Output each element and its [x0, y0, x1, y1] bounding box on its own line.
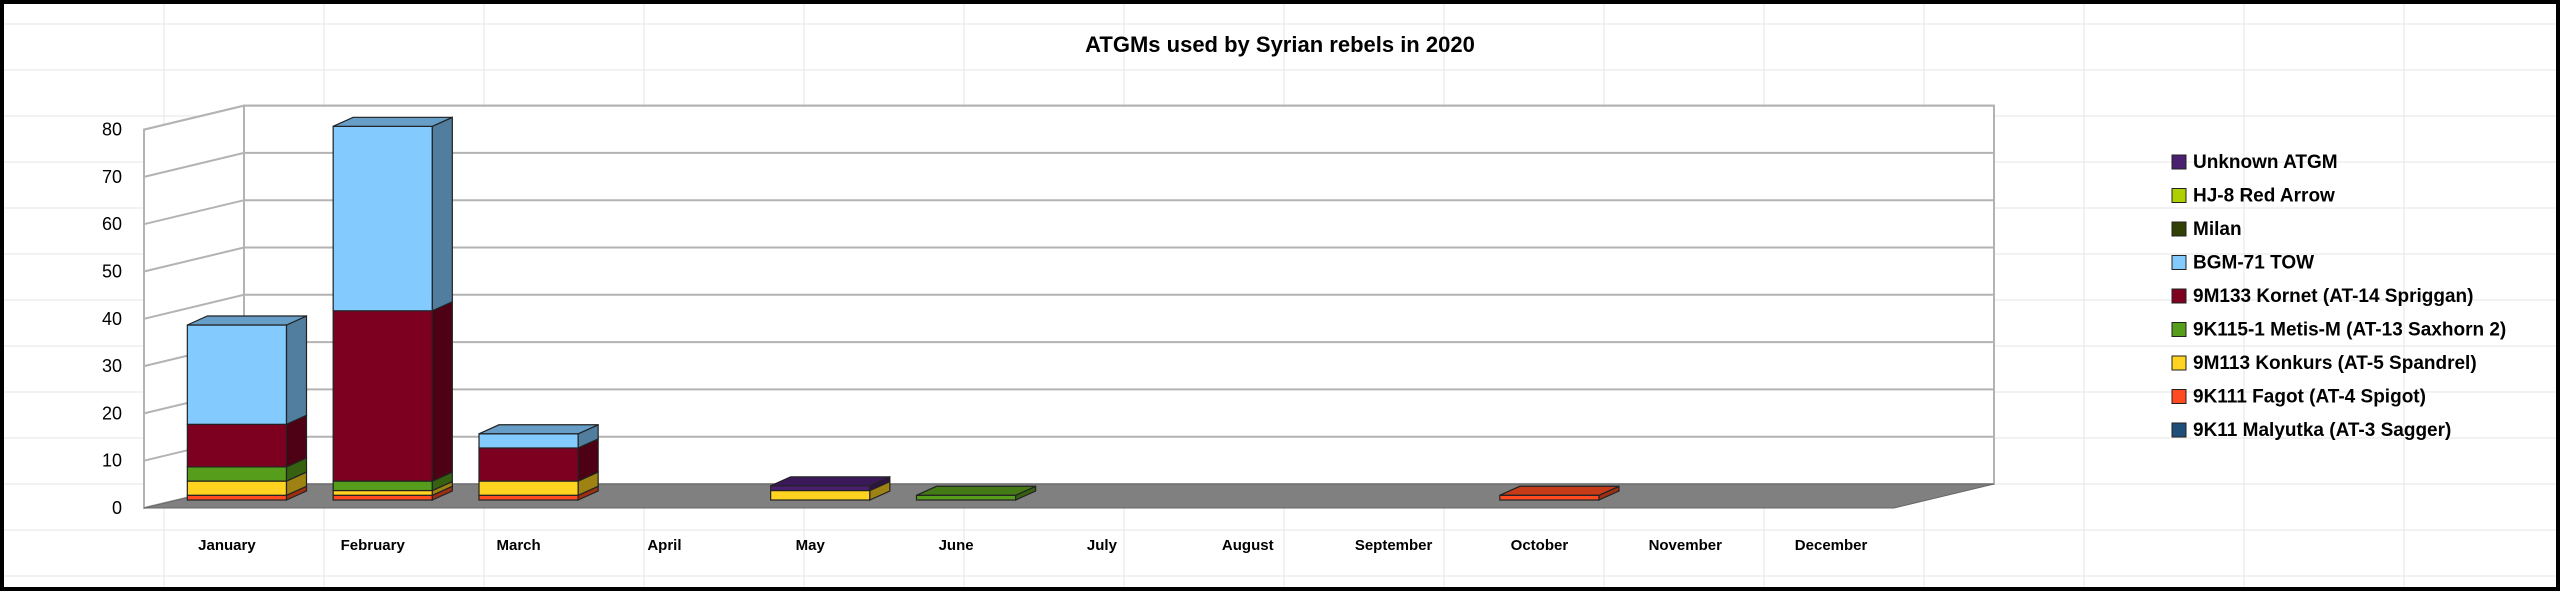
- x-tick-label: February: [341, 537, 406, 554]
- bar-front-face: [332, 310, 433, 482]
- bar-segment: [478, 438, 599, 483]
- x-tick-label: January: [198, 537, 256, 554]
- bar-side-face: [431, 116, 453, 312]
- bar-segment: [915, 485, 1037, 501]
- x-tick-label: July: [1087, 537, 1118, 554]
- x-tick-label: August: [1222, 537, 1274, 554]
- bar-front-face: [186, 423, 288, 468]
- x-tick-label: March: [496, 537, 540, 554]
- chart: ATGMs used by Syrian rebels in 2020 0 10 2…: [4, 4, 2556, 587]
- bar-side-face: [431, 300, 453, 483]
- bar-segment: [770, 475, 891, 492]
- legend-label: Milan: [2193, 219, 2242, 240]
- bar-front-face: [478, 494, 579, 501]
- legend-label: 9K11 Malyutka (AT-3 Sagger): [2193, 420, 2451, 441]
- bar-segment: [186, 471, 308, 497]
- bar-segment: [186, 414, 308, 468]
- gridline: [143, 104, 1994, 131]
- x-tick-label: November: [1649, 537, 1723, 554]
- y-tick-label: 40: [102, 309, 122, 329]
- x-tick-label: June: [939, 537, 974, 554]
- y-tick-label: 10: [102, 451, 122, 471]
- legend-label: BGM-71 TOW: [2193, 253, 2314, 274]
- bar-segment: [332, 116, 453, 312]
- bar-front-face: [186, 324, 288, 425]
- legend-swatch: [2171, 288, 2187, 304]
- y-tick-label: 20: [102, 403, 122, 423]
- bar-front-face: [478, 480, 579, 496]
- bar-top-face: [916, 485, 1036, 496]
- bar-front-face: [770, 485, 871, 492]
- bar-front-face: [332, 489, 433, 496]
- gridline: [143, 246, 1994, 273]
- legend-swatch: [2171, 422, 2187, 438]
- y-tick-label: 70: [102, 167, 122, 187]
- bar-front-face: [186, 466, 288, 482]
- y-tick-label: 80: [102, 120, 122, 140]
- bar-front-face: [478, 433, 579, 449]
- x-tick-label: December: [1795, 537, 1868, 554]
- legend-label: 9K111 Fagot (AT-4 Spigot): [2193, 387, 2426, 408]
- bar-top-face: [770, 476, 891, 487]
- bar-front-face: [1499, 494, 1600, 501]
- legend-label: 9K115-1 Metis-M (AT-13 Saxhorn 2): [2193, 320, 2506, 341]
- y-tick-label: 50: [102, 262, 122, 282]
- legend-swatch: [2171, 322, 2187, 337]
- bar-front-face: [186, 480, 288, 496]
- legend-label: HJ-8 Red Arrow: [2193, 186, 2335, 207]
- legend-label: 9M133 Kornet (AT-14 Spriggan): [2193, 286, 2473, 307]
- chart-title: ATGMs used by Syrian rebels in 2020: [1085, 32, 1475, 57]
- x-tick-label: May: [796, 537, 826, 554]
- bar-front-face: [332, 480, 433, 492]
- bar-front-face: [332, 494, 433, 501]
- y-tick-label: 30: [102, 356, 122, 376]
- bar-segment: [1499, 485, 1620, 501]
- legend: Unknown ATGM HJ-8 Red Arrow Milan BGM-71 TO…: [2171, 152, 2506, 441]
- legend-label: 9M113 Konkurs (AT-5 Spandrel): [2193, 353, 2477, 374]
- legend-swatch: [2171, 389, 2187, 404]
- bar-front-face: [478, 447, 579, 482]
- x-tick-label: September: [1355, 537, 1433, 554]
- legend-label: Unknown ATGM: [2193, 152, 2338, 173]
- bar-top-face: [332, 116, 453, 127]
- legend-swatch: [2171, 355, 2187, 371]
- y-tick-label: 60: [102, 214, 122, 234]
- bar-front-face: [770, 489, 871, 501]
- gridline: [143, 293, 1994, 320]
- bar-top-face: [1499, 485, 1620, 496]
- bar-segment: [478, 471, 599, 497]
- legend-swatch: [2171, 221, 2187, 237]
- legend-swatch: [2171, 255, 2187, 270]
- bar-front-face: [915, 494, 1017, 501]
- bar-top-face: [187, 315, 307, 326]
- bar-side-face: [285, 315, 308, 426]
- y-tick-label: 0: [112, 498, 122, 518]
- x-tick-label: April: [647, 537, 681, 554]
- bar-segment: [332, 300, 453, 483]
- gridline: [143, 151, 1994, 178]
- bar-segment: [186, 315, 308, 426]
- legend-swatch: [2171, 188, 2187, 203]
- bar-front-face: [186, 494, 288, 501]
- legend-swatch: [2171, 154, 2187, 170]
- plot-area: 0 10 20 30 40 50 60 70 80 January February March Apr…: [102, 104, 1995, 554]
- bar-top-face: [478, 424, 599, 435]
- gridline: [143, 199, 1994, 226]
- bar-segment: [478, 423, 599, 449]
- x-tick-label: October: [1511, 537, 1569, 554]
- bar-front-face: [332, 125, 433, 312]
